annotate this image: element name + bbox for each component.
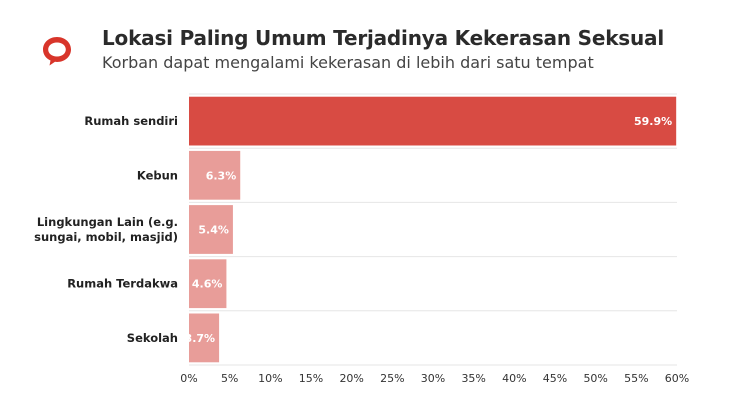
data-label: 6.3% [206,169,237,182]
bar [189,150,241,200]
x-tick-label: 0% [180,372,197,385]
category-label: Rumah Terdakwa [67,277,178,291]
data-label: 3.7% [185,332,216,345]
category-label: Rumah sendiri [84,114,178,128]
data-label: 5.4% [198,224,229,237]
x-tick-label: 25% [380,372,404,385]
x-tick-label: 55% [624,372,648,385]
x-tick-label: 60% [665,372,689,385]
x-tick-label: 50% [583,372,607,385]
x-tick-label: 40% [502,372,526,385]
x-tick-label: 30% [421,372,445,385]
category-label: Lingkungan Lain (e.g. [37,215,178,229]
bar [189,96,677,146]
x-tick-label: 5% [221,372,238,385]
category-label: Kebun [137,168,178,182]
x-tick-label: 20% [339,372,363,385]
x-tick-label: 15% [299,372,323,385]
chart-title: Lokasi Paling Umum Terjadinya Kekerasan … [102,26,665,50]
category-label: sungai, mobil, masjid) [34,230,178,244]
x-tick-label: 10% [258,372,282,385]
data-label: 59.9% [634,115,672,128]
speech-bubble-logo [43,37,71,66]
data-label: 4.6% [192,278,223,291]
bar [189,259,227,309]
x-tick-label: 35% [461,372,485,385]
chart-subtitle: Korban dapat mengalami kekerasan di lebi… [102,53,594,72]
x-tick-label: 45% [543,372,567,385]
bar [189,205,233,254]
bar [189,313,220,363]
category-label: Sekolah [127,331,178,345]
